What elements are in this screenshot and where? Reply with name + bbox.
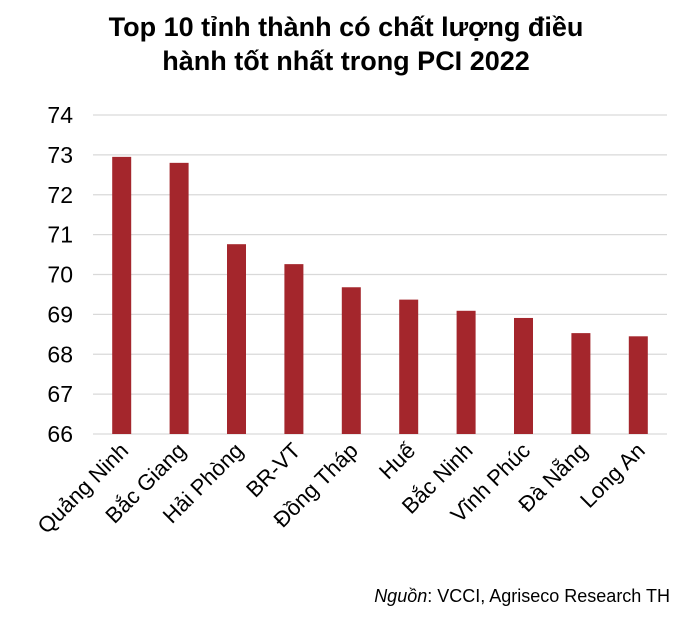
bar bbox=[169, 162, 189, 434]
gridlines bbox=[93, 114, 667, 435]
y-tick-label: 72 bbox=[47, 182, 73, 208]
bar bbox=[514, 317, 533, 434]
source-label: Nguồn bbox=[374, 586, 428, 606]
bar bbox=[628, 336, 648, 434]
chart-title-line-1: Top 10 tỉnh thành có chất lượng điều bbox=[108, 12, 584, 42]
source-note: Nguồn: VCCI, Agriseco Research TH bbox=[374, 586, 670, 607]
source-text: : VCCI, Agriseco Research TH bbox=[427, 586, 670, 606]
y-axis-ticks: 66 67 68 69 70 71 72 73 74 bbox=[47, 102, 73, 447]
bars bbox=[112, 156, 648, 434]
bar bbox=[284, 264, 304, 434]
chart-title-line-2: hành tốt nhất trong PCI 2022 bbox=[162, 46, 530, 76]
bar bbox=[227, 244, 246, 434]
y-tick-label: 73 bbox=[47, 142, 73, 168]
y-tick-label: 71 bbox=[47, 222, 73, 248]
bar bbox=[341, 287, 361, 434]
x-tick-label: Huế bbox=[374, 438, 420, 484]
x-tick-label: Long An bbox=[575, 438, 650, 513]
y-tick-label: 67 bbox=[47, 381, 73, 407]
chart-title: Top 10 tỉnh thành có chất lượng điều hàn… bbox=[0, 10, 692, 78]
y-tick-label: 69 bbox=[47, 301, 73, 327]
bar bbox=[112, 156, 132, 434]
bar bbox=[399, 299, 419, 434]
y-tick-label: 74 bbox=[47, 102, 73, 128]
bar bbox=[571, 333, 591, 434]
y-tick-label: 68 bbox=[47, 341, 73, 367]
y-tick-label: 66 bbox=[47, 421, 73, 447]
bar bbox=[456, 310, 476, 434]
y-tick-label: 70 bbox=[47, 262, 73, 288]
